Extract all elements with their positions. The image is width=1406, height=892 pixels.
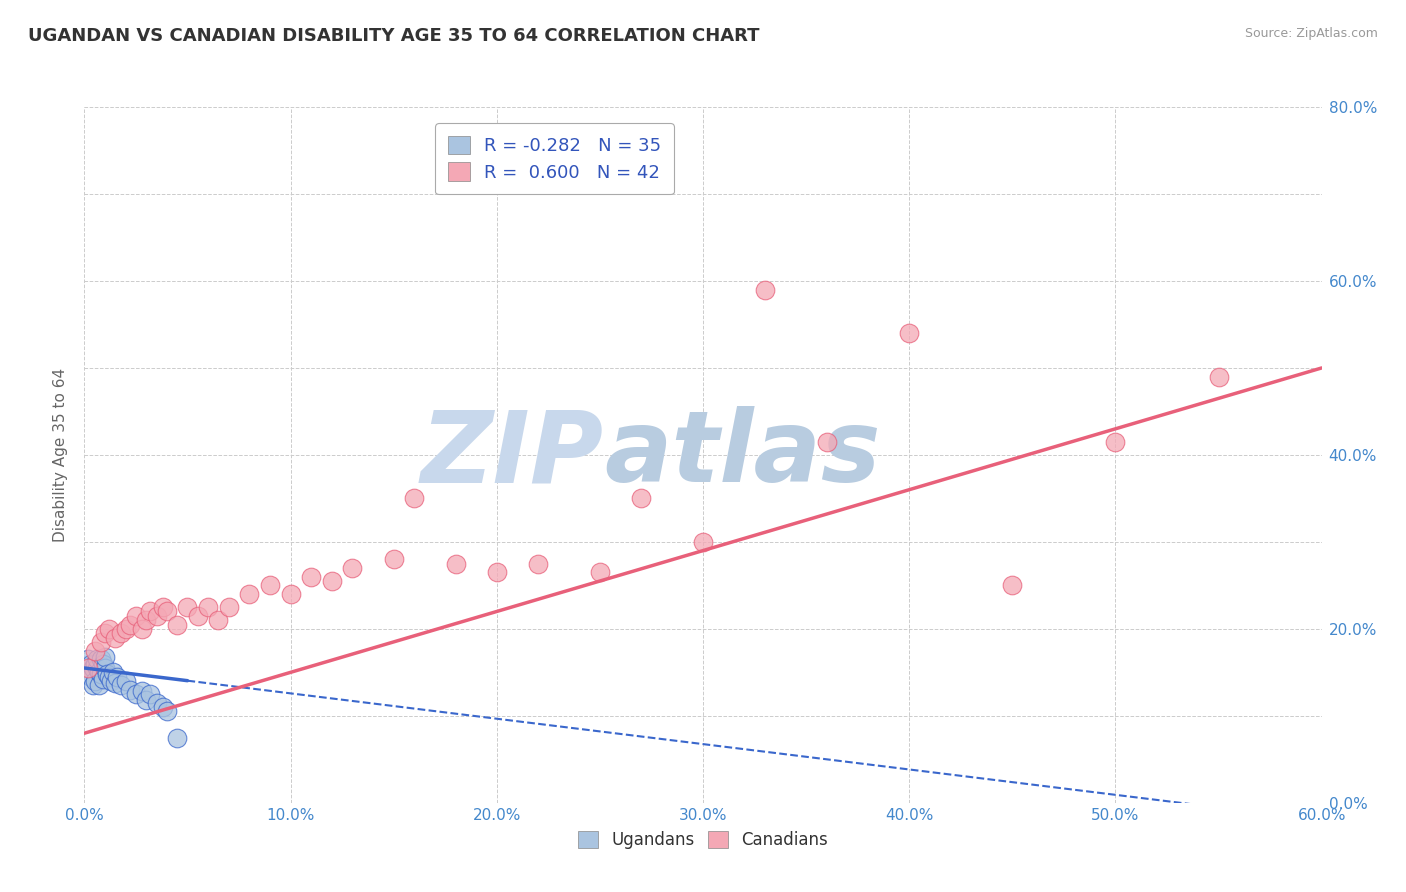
Point [815, 434, 838, 449]
Point [156, 705, 179, 719]
Text: atlas: atlas [605, 407, 880, 503]
Point [176, 600, 198, 615]
Point [342, 561, 364, 575]
Point [91, 673, 114, 687]
Point [110, 626, 132, 640]
Point [207, 613, 229, 627]
Text: ZIP: ZIP [420, 407, 605, 503]
Point [87, 678, 110, 692]
Point [90, 667, 112, 681]
Point [86, 652, 108, 666]
Point [90, 635, 112, 649]
Point [104, 631, 127, 645]
Point [485, 566, 508, 580]
Point [166, 617, 188, 632]
Point [259, 578, 281, 592]
Point [145, 608, 167, 623]
Point [152, 600, 174, 615]
Point [105, 670, 128, 684]
Point [90, 652, 112, 666]
Point [83, 657, 105, 671]
Point [125, 608, 148, 623]
Point [94, 661, 117, 675]
Legend: Ugandans, Canadians: Ugandans, Canadians [569, 822, 837, 857]
Point [1001, 578, 1024, 592]
Point [104, 675, 127, 690]
Point [299, 570, 322, 584]
Point [187, 608, 209, 623]
Point [114, 622, 136, 636]
Point [79, 670, 101, 684]
Point [83, 674, 105, 689]
Point [77, 652, 100, 666]
Point [1208, 369, 1230, 384]
Point [444, 557, 467, 571]
Point [75, 661, 97, 675]
Point [139, 687, 162, 701]
Point [86, 661, 108, 675]
Point [135, 613, 157, 627]
Text: Source: ZipAtlas.com: Source: ZipAtlas.com [1244, 27, 1378, 40]
Point [83, 643, 105, 657]
Point [82, 661, 104, 675]
Point [404, 491, 426, 506]
Point [589, 566, 612, 580]
Point [87, 665, 110, 680]
Point [79, 657, 101, 671]
Point [156, 605, 179, 619]
Point [197, 600, 219, 615]
Point [94, 649, 117, 664]
Text: UGANDAN VS CANADIAN DISABILITY AGE 35 TO 64 CORRELATION CHART: UGANDAN VS CANADIAN DISABILITY AGE 35 TO… [28, 27, 759, 45]
Point [754, 283, 776, 297]
Point [131, 622, 153, 636]
Point [630, 491, 652, 506]
Point [218, 600, 240, 615]
Point [118, 682, 141, 697]
Point [103, 665, 125, 680]
Point [135, 693, 157, 707]
Point [382, 552, 405, 566]
Point [898, 326, 921, 340]
Point [114, 674, 136, 689]
Point [321, 574, 343, 588]
Point [1104, 434, 1126, 449]
Point [131, 684, 153, 698]
Point [82, 678, 104, 692]
Point [145, 696, 167, 710]
Point [91, 657, 114, 671]
Point [139, 605, 162, 619]
Point [238, 587, 260, 601]
Point [94, 626, 117, 640]
Point [77, 661, 100, 675]
Point [98, 670, 121, 684]
Point [692, 534, 714, 549]
Point [100, 674, 122, 689]
Point [98, 622, 121, 636]
Point [125, 687, 148, 701]
Point [96, 667, 118, 681]
Point [118, 617, 141, 632]
Point [110, 678, 132, 692]
Y-axis label: Disability Age 35 to 64: Disability Age 35 to 64 [53, 368, 69, 542]
Point [527, 557, 550, 571]
Point [152, 700, 174, 714]
Point [166, 731, 188, 745]
Point [280, 587, 302, 601]
